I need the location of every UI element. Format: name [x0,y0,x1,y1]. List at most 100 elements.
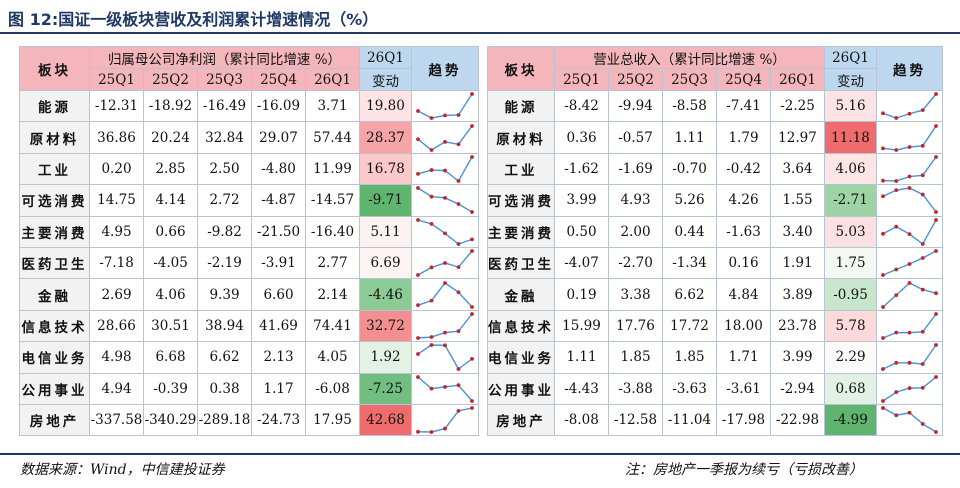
profit-value: 3.71 [305,89,360,123]
revenue-value: -1.62 [554,152,609,186]
profit-trend-sparkline-point-2 [443,196,447,201]
profit-value: 2.50 [197,152,252,186]
profit-value: 9.39 [197,278,252,311]
profit-trend-sparkline-chart [416,155,474,183]
revenue-trend-sparkline [876,215,943,248]
profit-trend-sparkline [411,278,479,311]
revenue-quarter-header: 25Q3 [662,68,717,91]
revenue-trend-sparkline-point-3 [920,329,925,334]
profit-value: -14.57 [305,184,360,217]
revenue-trend-sparkline-chart [881,249,938,278]
table-row: 电信业务 4.98 6.68 6.62 2.13 4.05 1.92 电信业务 1.11 1.85… [19,341,943,374]
revenue-value: 3.99 [554,184,609,217]
profit-trend-header: 趋势 [411,46,479,91]
table-gap [478,46,488,436]
revenue-trend-sparkline [876,278,943,311]
revenue-trend-sparkline [876,184,943,217]
profit-trend-sparkline-chart [416,374,474,403]
profit-trend-sparkline-point-1 [429,430,434,434]
revenue-trend-sparkline-point-4 [934,217,938,222]
profit-value: 11.99 [305,152,360,186]
revenue-value: 0.19 [554,278,609,311]
profit-value: -289.18 [197,403,252,437]
profit-trend-sparkline-point-3 [456,265,461,270]
revenue-trend-sparkline-point-2 [907,262,912,267]
profit-trend-sparkline-point-1 [429,221,434,226]
sector-header-right: 板块 [487,46,555,91]
profit-change-header-top: 26Q1 [359,46,412,69]
revenue-trend-sparkline-point-3 [920,256,925,261]
revenue-value: 0.36 [554,121,609,154]
footnote: 注：房地产一季报为续亏（亏损改善） [625,462,863,478]
revenue-trend-sparkline-point-4 [934,343,938,348]
profit-trend-sparkline [411,121,479,154]
revenue-value: -9.94 [608,89,663,123]
profit-value: 6.68 [143,341,198,374]
profit-group-header: 归属母公司净利润（累计同比增速 %） [89,46,360,69]
revenue-value: -8.42 [554,89,609,123]
table-row: 信息技术 28.66 30.51 38.94 41.69 74.41 32.72 信息技术 15… [19,309,943,343]
revenue-value: 4.26 [716,184,771,217]
revenue-trend-sparkline-point-1 [894,361,899,366]
profit-trend-sparkline-chart [416,249,474,278]
revenue-value: 0.50 [554,215,609,248]
profit-trend-sparkline-point-3 [456,289,461,294]
revenue-value: 3.99 [770,341,825,374]
profit-change-value: -7.25 [359,372,412,405]
revenue-value: 17.72 [662,309,717,343]
revenue-trend-sparkline-point-3 [920,108,925,113]
revenue-trend-sparkline-point-1 [894,224,899,229]
profit-trend-sparkline-point-1 [429,147,434,152]
profit-value: -6.08 [305,372,360,405]
profit-trend-sparkline-point-0 [416,217,420,222]
revenue-value: 3.89 [770,278,825,311]
profit-quarter-header: 25Q1 [89,68,144,91]
revenue-change-value: 11.18 [824,121,877,154]
profit-trend-sparkline [411,403,479,437]
revenue-trend-sparkline-point-1 [894,116,899,121]
source-note: 数据来源：Wind，中信建投证券 [20,462,225,478]
profit-value: 2.72 [197,184,252,217]
profit-value: 0.38 [197,372,252,405]
revenue-trend-sparkline-point-0 [881,178,885,183]
revenue-value: 4.84 [716,278,771,311]
revenue-trend-sparkline-point-3 [920,173,925,178]
profit-change-value: 19.80 [359,89,412,123]
sector-name-right: 医药卫生 [487,246,555,280]
profit-value: 30.51 [143,309,198,343]
revenue-value: 3.40 [770,215,825,248]
revenue-trend-sparkline-point-4 [934,312,938,316]
profit-trend-sparkline-point-1 [429,343,434,348]
revenue-trend-sparkline-point-0 [881,111,885,116]
revenue-value: -7.41 [716,89,771,123]
profit-trend-sparkline-chart [416,280,474,309]
profit-trend-sparkline-point-2 [443,384,447,389]
profit-trend-sparkline-point-3 [456,367,461,372]
profit-trend-sparkline-point-4 [470,123,474,128]
revenue-value: 3.64 [770,152,825,186]
profit-trend-sparkline [411,184,479,217]
revenue-change-value: -4.99 [824,403,877,437]
profit-value: -16.09 [251,89,306,123]
revenue-change-value: -2.71 [824,184,877,217]
revenue-value: -3.61 [716,372,771,405]
revenue-trend-sparkline-point-0 [881,398,885,403]
revenue-trend-sparkline-point-4 [934,155,938,159]
revenue-value: 5.26 [662,184,717,217]
profit-value: -9.82 [197,215,252,248]
revenue-trend-sparkline [876,246,943,280]
profit-trend-sparkline-point-4 [470,92,474,97]
profit-value: 6.60 [251,278,306,311]
profit-value: -21.50 [251,215,306,248]
sector-name-left: 公用事业 [19,372,90,405]
profit-trend-sparkline-point-1 [429,265,434,270]
profit-change-value: -4.46 [359,278,412,311]
profit-value: 6.62 [197,341,252,374]
profit-trend-sparkline-chart [416,312,474,340]
profit-trend-sparkline-point-1 [429,386,434,391]
revenue-value: -2.70 [608,246,663,280]
profit-trend-sparkline [411,372,479,405]
profit-change-value: 32.72 [359,309,412,343]
revenue-value: -11.04 [662,403,717,437]
revenue-value: -4.43 [554,372,609,405]
